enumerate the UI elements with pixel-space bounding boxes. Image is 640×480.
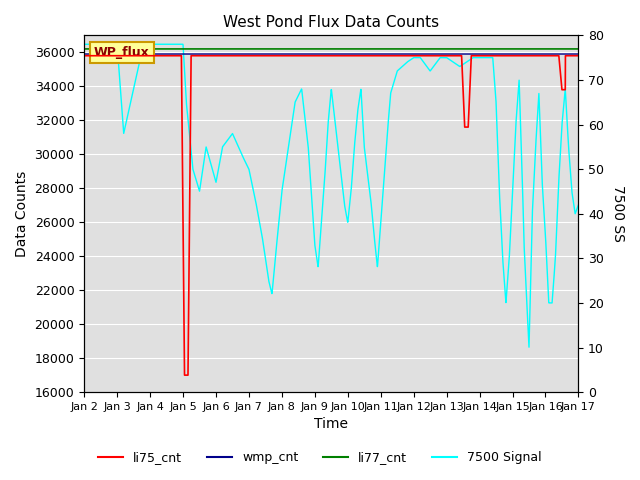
Title: West Pond Flux Data Counts: West Pond Flux Data Counts bbox=[223, 15, 440, 30]
Legend: li75_cnt, wmp_cnt, li77_cnt, 7500 Signal: li75_cnt, wmp_cnt, li77_cnt, 7500 Signal bbox=[93, 446, 547, 469]
X-axis label: Time: Time bbox=[314, 418, 348, 432]
Text: WP_flux: WP_flux bbox=[94, 46, 150, 59]
Y-axis label: 7500 SS: 7500 SS bbox=[611, 185, 625, 242]
Y-axis label: Data Counts: Data Counts bbox=[15, 170, 29, 257]
